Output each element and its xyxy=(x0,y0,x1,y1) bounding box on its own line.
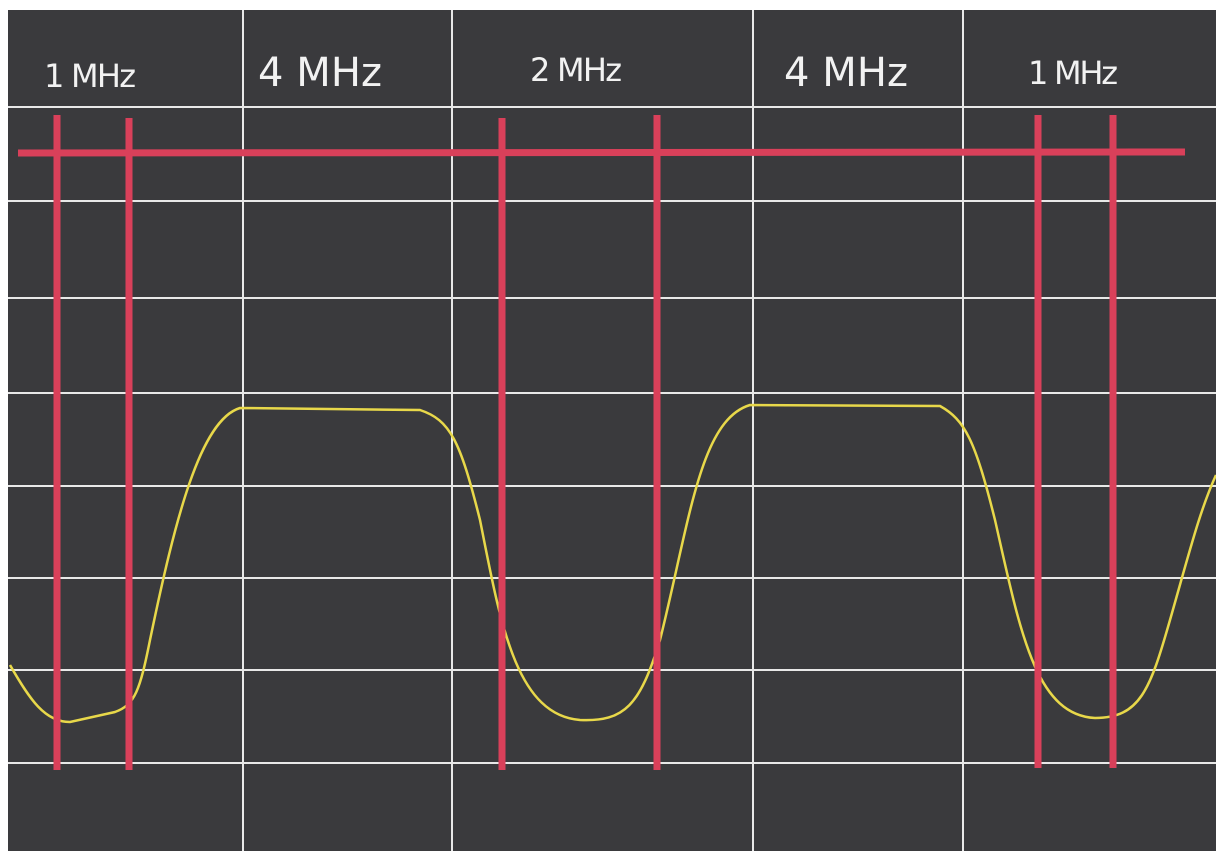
frequency-label: 4 MHz xyxy=(784,50,908,96)
marker-line xyxy=(17,148,1186,157)
frequency-label: 4 MHz xyxy=(258,50,382,96)
grid xyxy=(8,10,1216,851)
frequency-label: 2 MHz xyxy=(530,51,622,89)
markers xyxy=(17,115,1186,770)
waveform xyxy=(8,403,1216,724)
frequency-label: 1 MHz xyxy=(1028,54,1118,92)
frequency-label: 1 MHz xyxy=(44,57,136,95)
